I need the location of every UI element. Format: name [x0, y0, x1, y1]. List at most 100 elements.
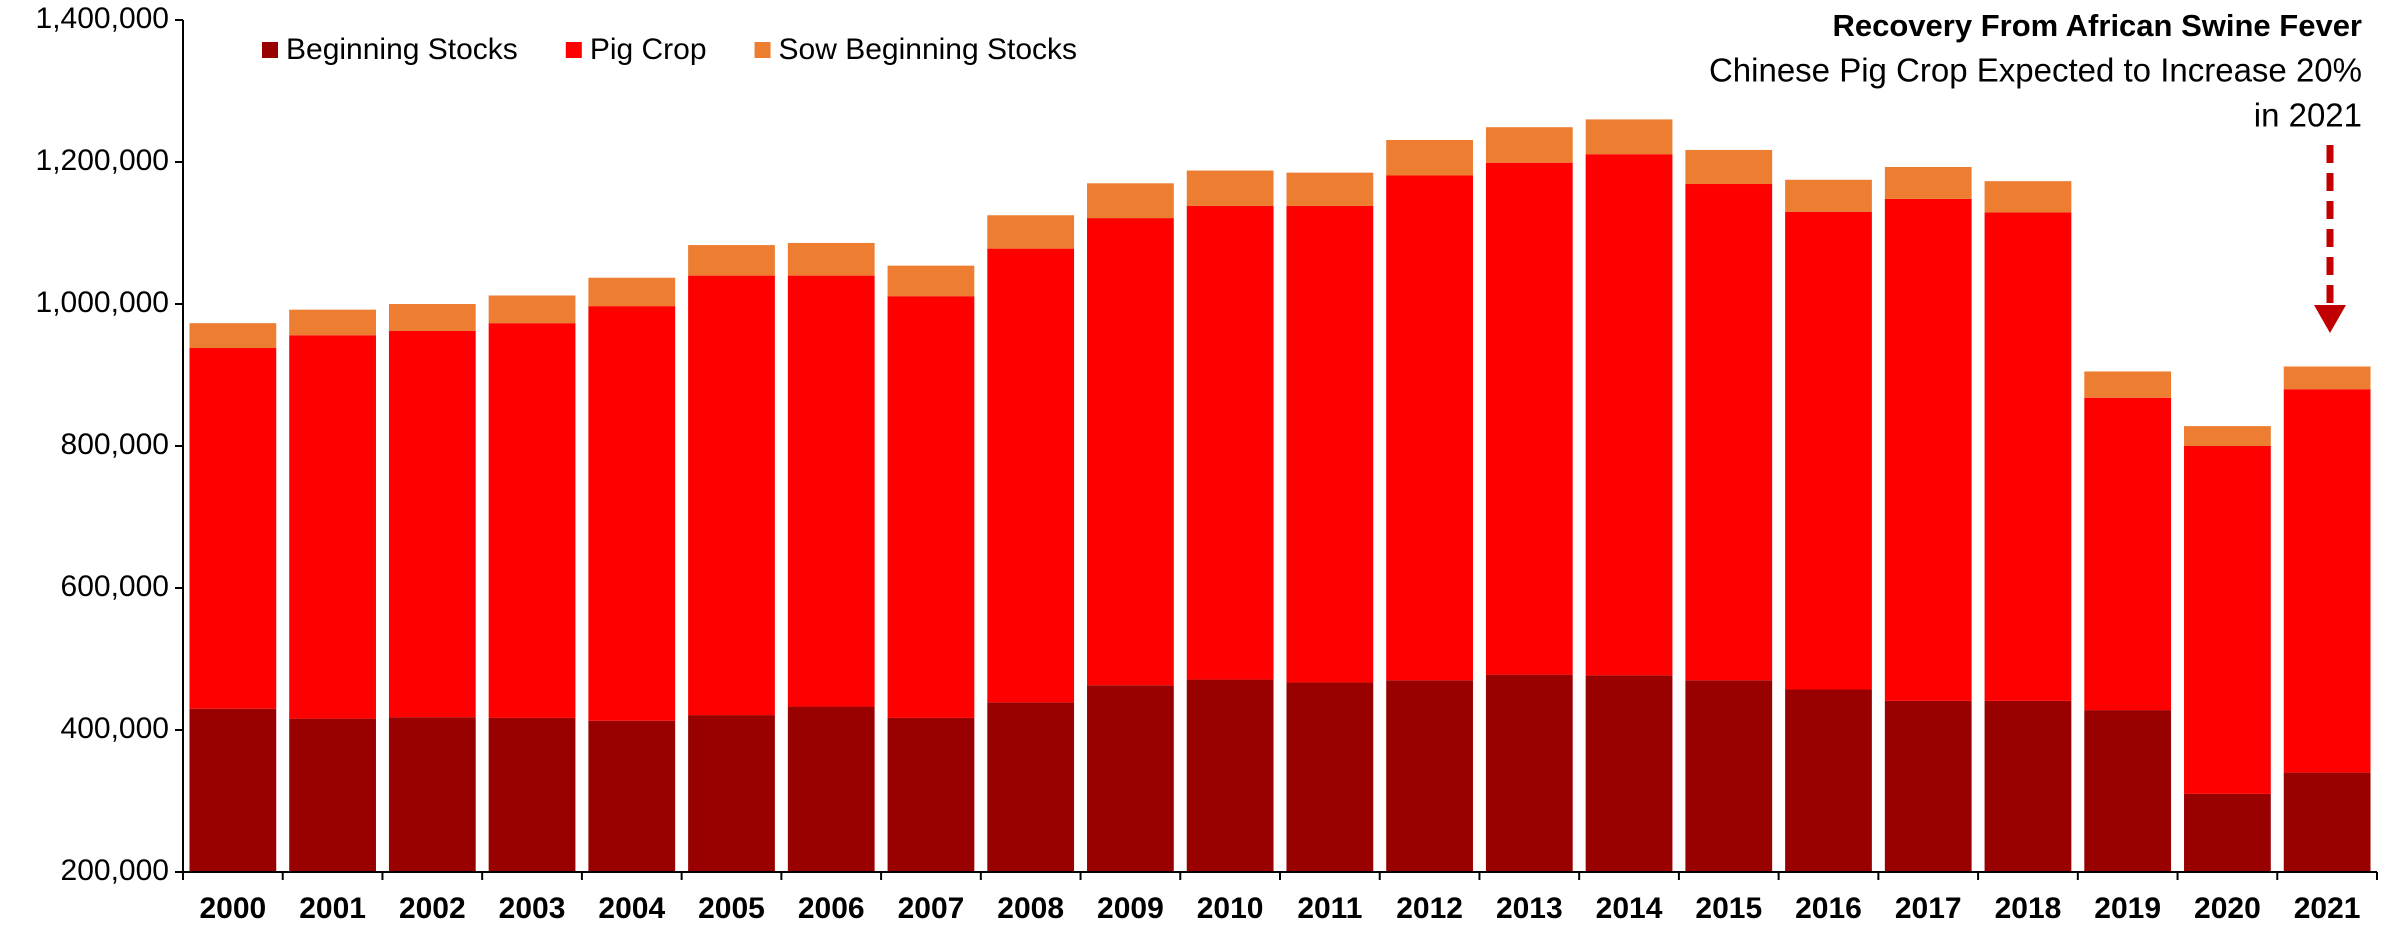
bar-segment: [2084, 710, 2172, 872]
bar-segment: [1884, 166, 1972, 199]
legend-swatch: [565, 42, 582, 58]
x-tick-label: 2016: [1795, 892, 1862, 925]
bar-segment: [1984, 700, 2072, 872]
bar-segment: [2283, 389, 2371, 773]
x-tick-label: 2020: [2194, 892, 2261, 925]
bar-segment: [2283, 772, 2371, 872]
bar-segment: [189, 348, 277, 709]
x-tick-label: 2010: [1197, 892, 1264, 925]
x-tick-label: 2001: [299, 892, 366, 925]
bar-segment: [987, 248, 1075, 703]
x-tick-label: 2014: [1596, 892, 1663, 925]
arrow-head: [2314, 305, 2346, 333]
bar-segment: [1984, 212, 2072, 701]
bar-segment: [987, 702, 1075, 872]
bar-segment: [688, 715, 775, 872]
bar-segment: [488, 295, 576, 324]
y-tick-label: 600,000: [61, 570, 169, 603]
bar-segment: [2084, 397, 2172, 711]
bar-segment: [588, 720, 676, 872]
bar-segment: [1685, 184, 1773, 681]
x-tick-label: 2017: [1895, 892, 1962, 925]
bar-segment: [1685, 680, 1773, 872]
bar-segment: [2184, 446, 2271, 794]
x-tick-label: 2012: [1396, 892, 1463, 925]
bar-segment: [1785, 179, 1872, 212]
bar-segment: [787, 242, 875, 276]
bar-segment: [189, 708, 277, 872]
bar-segment: [887, 717, 975, 872]
bar-segment: [1884, 198, 1972, 701]
bar-segment: [588, 306, 676, 721]
bar-segment: [688, 275, 775, 716]
bar-segment: [388, 330, 476, 718]
bar-segment: [2184, 426, 2271, 446]
x-tick-label: 2008: [997, 892, 1064, 925]
bar-segment: [1386, 175, 1473, 681]
y-tick-label: 1,200,000: [36, 144, 169, 177]
x-tick-label: 2003: [499, 892, 566, 925]
bar-segment: [588, 277, 676, 307]
bar-segment: [1984, 181, 2072, 213]
x-tick-label: 2018: [1995, 892, 2062, 925]
legend-label: Pig Crop: [590, 33, 707, 66]
bar-segment: [2084, 371, 2172, 398]
bar-segment: [887, 265, 975, 297]
chart-subtitle: in 2021: [2254, 97, 2362, 134]
y-tick-label: 1,000,000: [36, 286, 169, 319]
x-tick-label: 2005: [698, 892, 765, 925]
bar-segment: [1685, 149, 1773, 185]
x-tick-label: 2019: [2094, 892, 2161, 925]
bar-segment: [189, 323, 277, 349]
bar-segment: [1286, 172, 1374, 207]
bar-segment: [987, 215, 1075, 249]
bar-segment: [787, 275, 875, 707]
bar-segment: [688, 245, 775, 276]
bar-segment: [289, 335, 376, 719]
chart-subtitle: Chinese Pig Crop Expected to Increase 20…: [1709, 52, 2362, 89]
bar-segment: [1386, 139, 1473, 176]
bar-segment: [1087, 685, 1174, 872]
bar-segment: [1186, 679, 1274, 872]
y-tick-label: 1,400,000: [36, 2, 169, 35]
bar-segment: [289, 309, 376, 336]
chart-title: Recovery From African Swine Fever: [1833, 8, 2363, 43]
bar-segment: [1485, 674, 1573, 872]
bar-segment: [1186, 170, 1274, 207]
x-tick-label: 2000: [199, 892, 266, 925]
legend-label: Sow Beginning Stocks: [779, 33, 1078, 66]
bar-segment: [2283, 366, 2371, 390]
x-tick-label: 2006: [798, 892, 865, 925]
bar-segment: [1286, 682, 1374, 872]
y-tick-label: 400,000: [61, 712, 169, 745]
x-tick-label: 2011: [1297, 892, 1362, 925]
y-tick-label: 800,000: [61, 428, 169, 461]
x-tick-label: 2007: [898, 892, 965, 925]
bar-segment: [1386, 680, 1473, 872]
legend-swatch: [262, 42, 278, 58]
bar-segment: [388, 304, 476, 331]
legend-label: Beginning Stocks: [286, 33, 518, 66]
legend-swatch: [754, 42, 771, 58]
bar-segment: [1286, 206, 1374, 683]
bar-segment: [289, 718, 376, 872]
bar-segment: [1087, 183, 1174, 219]
bar-segment: [787, 706, 875, 872]
x-tick-label: 2002: [399, 892, 466, 925]
bar-segment: [1186, 206, 1274, 680]
bar-segment: [887, 296, 975, 718]
bar-segment: [388, 717, 476, 872]
bar-segment: [1585, 119, 1673, 155]
x-tick-label: 2009: [1097, 892, 1164, 925]
x-tick-label: 2015: [1695, 892, 1762, 925]
bar-segment: [488, 717, 576, 872]
bar-segment: [1087, 218, 1174, 686]
x-tick-label: 2021: [2294, 892, 2361, 925]
y-tick-label: 200,000: [61, 854, 169, 887]
bar-segment: [1884, 700, 1972, 872]
x-tick-label: 2004: [598, 892, 665, 925]
bar-segment: [488, 323, 576, 718]
bar-segment: [1785, 211, 1872, 690]
x-tick-label: 2013: [1496, 892, 1563, 925]
